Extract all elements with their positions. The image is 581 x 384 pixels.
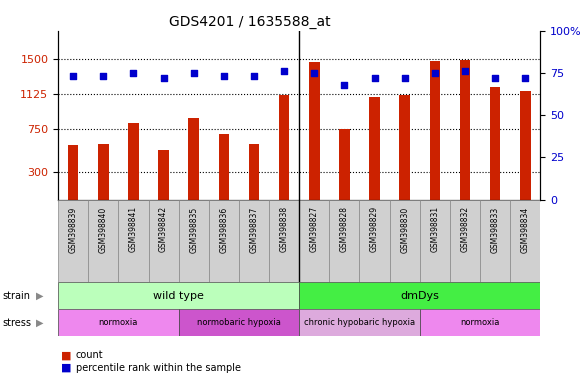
Bar bbox=[299, 309, 419, 336]
Bar bbox=[149, 200, 178, 282]
Bar bbox=[68, 145, 78, 200]
Point bbox=[460, 68, 469, 74]
Text: dmDys: dmDys bbox=[400, 291, 439, 301]
Bar bbox=[269, 200, 299, 282]
Point bbox=[99, 73, 108, 79]
Bar bbox=[98, 144, 109, 200]
Text: normobaric hypoxia: normobaric hypoxia bbox=[197, 318, 281, 327]
Text: ■: ■ bbox=[61, 363, 71, 373]
Text: GSM398841: GSM398841 bbox=[129, 206, 138, 252]
Bar bbox=[58, 282, 299, 309]
Point bbox=[490, 75, 500, 81]
Text: GSM398836: GSM398836 bbox=[220, 206, 228, 253]
Bar bbox=[480, 200, 510, 282]
Text: GSM398827: GSM398827 bbox=[310, 206, 319, 252]
Text: GSM398830: GSM398830 bbox=[400, 206, 409, 253]
Point bbox=[310, 70, 319, 76]
Text: percentile rank within the sample: percentile rank within the sample bbox=[76, 363, 241, 373]
Bar bbox=[88, 200, 119, 282]
Text: ■: ■ bbox=[61, 350, 71, 360]
Text: GSM398837: GSM398837 bbox=[249, 206, 259, 253]
Text: ▶: ▶ bbox=[36, 318, 43, 328]
Text: GSM398835: GSM398835 bbox=[189, 206, 198, 253]
Text: GSM398828: GSM398828 bbox=[340, 206, 349, 252]
Bar bbox=[249, 144, 259, 200]
Bar bbox=[520, 91, 530, 200]
Bar bbox=[429, 61, 440, 200]
Bar bbox=[399, 94, 410, 200]
Text: GSM398834: GSM398834 bbox=[521, 206, 530, 253]
Bar bbox=[128, 123, 139, 200]
Bar bbox=[510, 200, 540, 282]
Bar bbox=[299, 282, 540, 309]
Bar bbox=[158, 150, 169, 200]
Point bbox=[521, 75, 530, 81]
Bar bbox=[188, 118, 199, 200]
Bar bbox=[119, 200, 149, 282]
Bar bbox=[360, 200, 390, 282]
Point bbox=[219, 73, 228, 79]
Text: GSM398839: GSM398839 bbox=[69, 206, 78, 253]
Text: count: count bbox=[76, 350, 103, 360]
Text: normoxia: normoxia bbox=[99, 318, 138, 327]
Bar bbox=[370, 98, 380, 200]
Bar bbox=[419, 309, 540, 336]
Bar bbox=[58, 200, 88, 282]
Text: GSM398829: GSM398829 bbox=[370, 206, 379, 252]
Text: chronic hypobaric hypoxia: chronic hypobaric hypoxia bbox=[304, 318, 415, 327]
Point bbox=[69, 73, 78, 79]
Text: stress: stress bbox=[3, 318, 32, 328]
Bar bbox=[450, 200, 480, 282]
Bar bbox=[309, 62, 320, 200]
Text: GSM398840: GSM398840 bbox=[99, 206, 108, 253]
Point bbox=[400, 75, 410, 81]
Point bbox=[249, 73, 259, 79]
Text: ▶: ▶ bbox=[36, 291, 43, 301]
Bar bbox=[279, 94, 289, 200]
Bar bbox=[58, 309, 178, 336]
Point bbox=[189, 70, 198, 76]
Bar bbox=[209, 200, 239, 282]
Point bbox=[370, 75, 379, 81]
Point bbox=[430, 70, 439, 76]
Point bbox=[159, 75, 168, 81]
Text: GSM398833: GSM398833 bbox=[490, 206, 500, 253]
Text: normoxia: normoxia bbox=[460, 318, 500, 327]
Text: strain: strain bbox=[3, 291, 31, 301]
Bar bbox=[239, 200, 269, 282]
Bar bbox=[419, 200, 450, 282]
Bar bbox=[299, 200, 329, 282]
Text: wild type: wild type bbox=[153, 291, 204, 301]
Text: GSM398832: GSM398832 bbox=[461, 206, 469, 252]
Bar bbox=[329, 200, 360, 282]
Bar bbox=[178, 200, 209, 282]
Bar bbox=[218, 134, 229, 200]
Point bbox=[279, 68, 289, 74]
Bar bbox=[339, 129, 350, 200]
Text: GSM398842: GSM398842 bbox=[159, 206, 168, 252]
Text: GDS4201 / 1635588_at: GDS4201 / 1635588_at bbox=[169, 15, 331, 29]
Bar bbox=[490, 87, 500, 200]
Bar bbox=[460, 60, 470, 200]
Bar bbox=[178, 309, 299, 336]
Text: GSM398838: GSM398838 bbox=[279, 206, 289, 252]
Point bbox=[129, 70, 138, 76]
Point bbox=[340, 82, 349, 88]
Text: GSM398831: GSM398831 bbox=[431, 206, 439, 252]
Bar bbox=[390, 200, 419, 282]
